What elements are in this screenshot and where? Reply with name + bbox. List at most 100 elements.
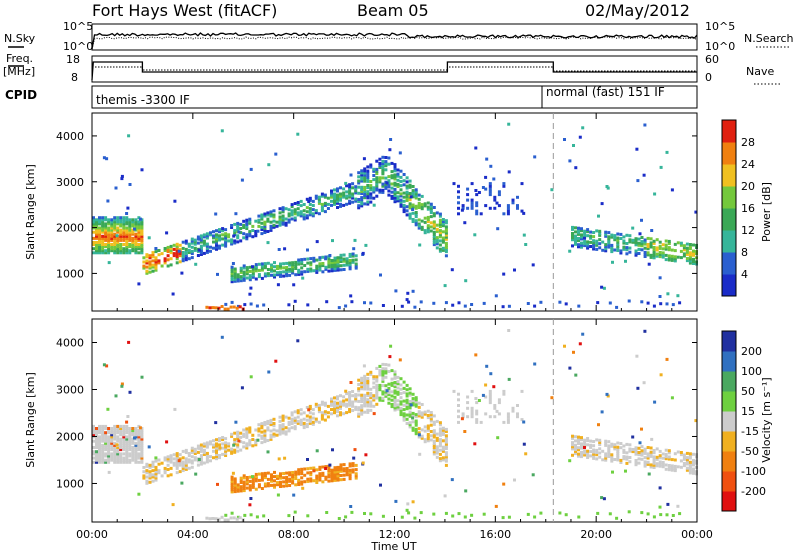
velocity-cell xyxy=(592,454,596,458)
power-cell xyxy=(257,214,261,218)
velocity-cell xyxy=(610,457,614,461)
velocity-cell xyxy=(390,390,394,394)
power-cell xyxy=(432,230,436,234)
power-cell xyxy=(101,245,105,249)
velocity-cell xyxy=(634,459,638,462)
power-cell xyxy=(113,243,117,246)
power-cell xyxy=(257,273,261,277)
power-cell xyxy=(245,266,249,270)
velocity-cell xyxy=(163,456,167,460)
power-cell xyxy=(104,238,108,242)
velocity-cell xyxy=(230,488,234,492)
velocity-cell xyxy=(336,410,339,414)
power-cell xyxy=(336,260,340,264)
velocity-cell xyxy=(497,401,501,405)
velocity-cell xyxy=(131,456,135,460)
power-cell xyxy=(452,182,456,186)
power-cell xyxy=(205,232,209,236)
power-cell xyxy=(488,184,492,188)
velocity-cell xyxy=(399,396,403,400)
power-cell xyxy=(285,274,289,278)
velocity-cell xyxy=(420,436,424,440)
velocity-cell xyxy=(444,453,448,457)
velocity-cell xyxy=(254,428,258,432)
power-cell xyxy=(214,212,218,216)
velocity-cell xyxy=(104,435,108,439)
power-cell xyxy=(577,226,580,230)
power-cell xyxy=(242,276,246,280)
velocity-cell xyxy=(245,431,249,435)
power-cell xyxy=(423,202,427,206)
power-cell xyxy=(360,171,364,175)
velocity-cell xyxy=(393,400,397,403)
velocity-cell xyxy=(315,476,319,480)
power-cell xyxy=(119,216,123,220)
power-cell xyxy=(665,150,669,154)
velocity-cell xyxy=(142,474,146,478)
velocity-cell xyxy=(372,396,376,400)
power-cell xyxy=(366,177,370,181)
power-cell xyxy=(348,199,352,203)
velocity-cell xyxy=(616,447,620,451)
velocity-cell xyxy=(336,470,340,474)
power-cell xyxy=(463,304,467,308)
velocity-cell xyxy=(577,452,580,456)
velocity-cell xyxy=(239,440,243,444)
velocity-cell xyxy=(312,466,316,470)
velocity-cell xyxy=(172,453,176,457)
power-cell xyxy=(640,300,644,304)
velocity-cell xyxy=(254,441,258,445)
power-cell xyxy=(435,246,439,250)
power-cell xyxy=(634,237,638,241)
power-cell xyxy=(457,201,460,205)
velocity-cell xyxy=(266,426,270,430)
velocity-cell xyxy=(513,478,516,482)
velocity-cell xyxy=(107,450,111,454)
power-cell xyxy=(239,275,243,279)
power-cell xyxy=(393,187,397,191)
velocity-cell xyxy=(224,441,228,445)
velocity-cell xyxy=(635,354,639,358)
velocity-colorbar-frame xyxy=(721,330,737,512)
power-cell xyxy=(309,261,313,265)
velocity-cell xyxy=(604,443,608,447)
velocity-cell xyxy=(667,468,671,472)
velocity-cell xyxy=(293,425,297,429)
velocity-cell xyxy=(604,452,608,456)
power-cell xyxy=(251,269,255,273)
power-cell xyxy=(270,265,273,269)
velocity-cell xyxy=(229,516,233,520)
power-cell xyxy=(290,211,294,215)
velocity-cell xyxy=(381,379,385,383)
power-cell xyxy=(326,202,330,206)
velocity-cell xyxy=(215,442,218,446)
power-cell xyxy=(308,209,312,213)
velocity-cell xyxy=(248,428,252,432)
velocity-cell xyxy=(299,423,303,426)
power-cell xyxy=(277,248,281,251)
power-cell xyxy=(366,190,370,194)
power-cell xyxy=(336,264,340,268)
velocity-cell xyxy=(215,453,218,456)
power-cell xyxy=(673,242,677,246)
power-cell xyxy=(98,234,101,238)
power-cell xyxy=(171,292,175,296)
velocity-cell xyxy=(293,416,297,420)
velocity-cell xyxy=(216,482,219,486)
velocity-cell xyxy=(694,419,698,423)
velocity-cell xyxy=(571,434,574,438)
power-cell xyxy=(230,267,234,271)
power-cell xyxy=(122,224,126,228)
velocity-cell xyxy=(414,413,418,417)
velocity-cell xyxy=(134,433,138,437)
power-cell xyxy=(281,206,285,210)
power-cell xyxy=(393,198,397,202)
velocity-cell xyxy=(390,377,394,381)
power-cell xyxy=(116,216,120,220)
velocity-cell xyxy=(227,444,231,448)
power-cell xyxy=(263,262,267,266)
velocity-cell xyxy=(303,480,307,484)
power-cell xyxy=(104,230,108,234)
velocity-cell xyxy=(107,458,111,462)
power-cell xyxy=(451,303,455,307)
